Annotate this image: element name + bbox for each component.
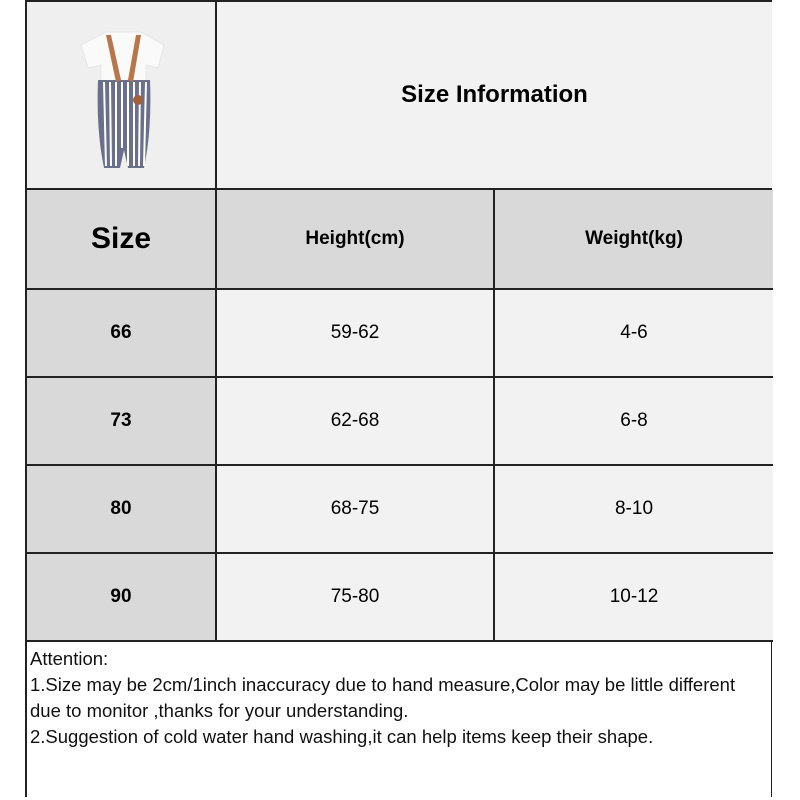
size-cell: 66 — [27, 290, 217, 378]
header-weight: Weight(kg) — [495, 190, 773, 290]
size-cell: 90 — [27, 554, 217, 642]
header-size: Size — [27, 190, 217, 290]
height-cell: 68-75 — [217, 466, 495, 554]
note-line: 2.Suggestion of cold water hand washing,… — [30, 726, 654, 747]
header-height: Height(cm) — [217, 190, 495, 290]
weight-cell: 4-6 — [495, 290, 773, 378]
weight-cell: 10-12 — [495, 554, 773, 642]
weight-cell: 6-8 — [495, 378, 773, 466]
size-chart-table: Size Information Size Height(cm) Weight(… — [25, 0, 773, 797]
note-line: 1.Size may be 2cm/1inch inaccuracy due t… — [30, 674, 736, 721]
weight-cell: 8-10 — [495, 466, 773, 554]
height-cell: 62-68 — [217, 378, 495, 466]
size-cell: 80 — [27, 466, 217, 554]
title: Size Information — [217, 2, 772, 190]
attention-notes: Attention: 1.Size may be 2cm/1inch inacc… — [27, 642, 771, 797]
height-cell: 75-80 — [217, 554, 495, 642]
product-image — [27, 2, 217, 190]
height-cell: 59-62 — [217, 290, 495, 378]
size-cell: 73 — [27, 378, 217, 466]
romper-image-icon — [80, 31, 165, 168]
notes-heading: Attention: — [30, 648, 109, 669]
